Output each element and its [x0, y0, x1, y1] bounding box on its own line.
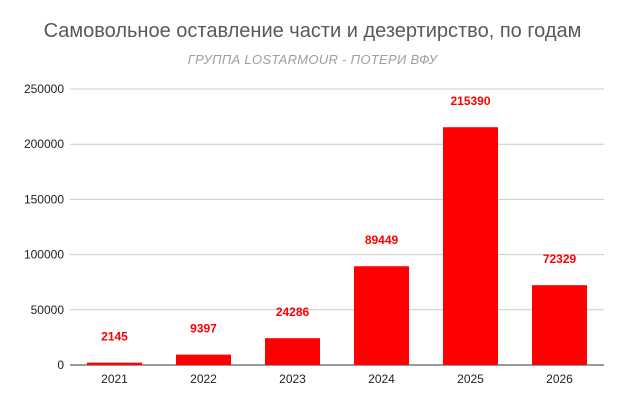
chart-subtitle: ГРУППА LOSTARMOUR - ПОТЕРИ ВФУ — [187, 52, 438, 67]
data-label-2024: 89449 — [365, 233, 399, 247]
y-tick-label-50000: 50000 — [31, 303, 65, 317]
x-tick-label-2025: 2025 — [457, 372, 484, 386]
bar-2023 — [265, 338, 320, 365]
data-label-2021: 2145 — [101, 330, 128, 344]
x-tick-label-2023: 2023 — [279, 372, 306, 386]
data-label-2026: 72329 — [543, 252, 577, 266]
x-tick-label-2021: 2021 — [101, 372, 128, 386]
y-tick-label-200000: 200000 — [24, 137, 64, 151]
y-tick-label-150000: 150000 — [24, 192, 64, 206]
x-tick-label-2026: 2026 — [546, 372, 573, 386]
x-tick-label-2024: 2024 — [368, 372, 395, 386]
bar-2021 — [87, 362, 142, 365]
chart-title: Самовольное оставление части и дезертирс… — [43, 20, 582, 42]
y-tick-label-0: 0 — [57, 358, 64, 372]
data-label-2025: 215390 — [450, 94, 490, 108]
bar-2022 — [176, 354, 231, 365]
bar-2026 — [532, 285, 587, 365]
data-label-2023: 24286 — [276, 305, 310, 319]
y-tick-label-250000: 250000 — [24, 82, 64, 96]
x-tick-label-2022: 2022 — [190, 372, 217, 386]
bar-2025 — [443, 127, 498, 365]
y-tick-label-100000: 100000 — [24, 248, 64, 262]
bar-2024 — [354, 266, 409, 365]
data-label-2022: 9397 — [190, 322, 217, 336]
